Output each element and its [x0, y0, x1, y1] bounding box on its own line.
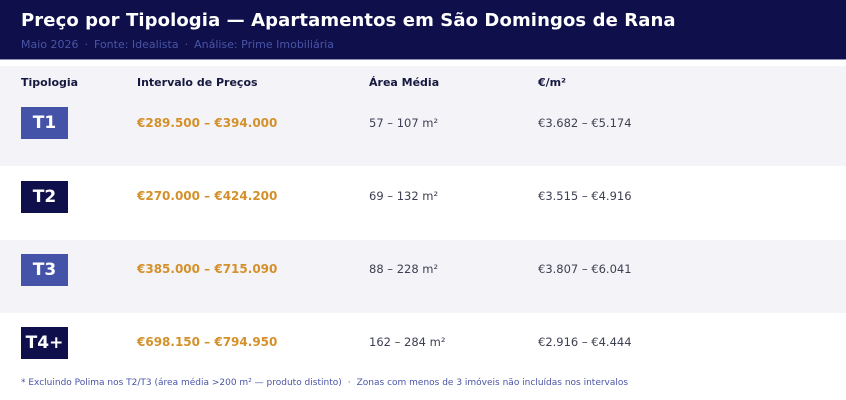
average-area: 57 – 107 m² — [369, 116, 439, 130]
price-range: €698.150 – €794.950 — [137, 335, 278, 349]
tipologia-badge: T1 — [21, 107, 68, 139]
average-area: 69 – 132 m² — [369, 189, 439, 203]
price-per-sqm: €2.916 – €4.444 — [538, 335, 632, 349]
tipologia-badge: T2 — [21, 181, 68, 213]
separator: · — [184, 38, 189, 51]
column-header-price-per-sqm: €/m² — [538, 76, 566, 89]
column-header-tipologia: Tipologia — [21, 76, 79, 89]
page-header: Preço por Tipologia — Apartamentos em Sã… — [0, 0, 846, 60]
tipologia-badge: T4+ — [21, 327, 68, 359]
price-range: €289.500 – €394.000 — [137, 116, 278, 130]
footnote: * Excluindo Polima nos T2/T3 (área média… — [21, 378, 628, 388]
price-per-sqm: €3.807 – €6.041 — [538, 262, 632, 276]
table-row-t4-plus: T4+ €698.150 – €794.950 162 – 284 m² €2.… — [0, 313, 846, 371]
data-source: Fonte: Idealista — [94, 38, 179, 51]
table-row-t2: T2 €270.000 – €424.200 69 – 132 m² €3.51… — [0, 166, 846, 240]
tipologia-badge: T3 — [21, 254, 68, 286]
table-row-t3: T3 €385.000 – €715.090 88 – 228 m² €3.80… — [0, 240, 846, 313]
separator: · — [84, 38, 89, 51]
footnote-zones: Zonas com menos de 3 imóveis não incluíd… — [356, 378, 629, 388]
separator: · — [347, 378, 351, 388]
footnote-exclusion: * Excluindo Polima nos T2/T3 (área média… — [21, 378, 342, 388]
average-area: 88 – 228 m² — [369, 262, 439, 276]
column-header-area: Área Média — [369, 76, 440, 89]
average-area: 162 – 284 m² — [369, 335, 446, 349]
price-range: €385.000 – €715.090 — [137, 262, 278, 276]
column-header-price-range: Intervalo de Preços — [137, 76, 258, 89]
price-per-sqm: €3.515 – €4.916 — [538, 189, 632, 203]
price-range: €270.000 – €424.200 — [137, 189, 278, 203]
report-date: Maio 2026 — [21, 38, 79, 51]
page-subtitle: Maio 2026 · Fonte: Idealista · Análise: Prim… — [21, 38, 334, 51]
price-per-sqm: €3.682 – €5.174 — [538, 116, 632, 130]
page-title: Preço por Tipologia — Apartamentos em Sã… — [21, 10, 676, 31]
analysis-credit: Análise: Prime Imobiliária — [194, 38, 335, 51]
table-row-t1: Tipologia Intervalo de Preços Área Média… — [0, 66, 846, 166]
